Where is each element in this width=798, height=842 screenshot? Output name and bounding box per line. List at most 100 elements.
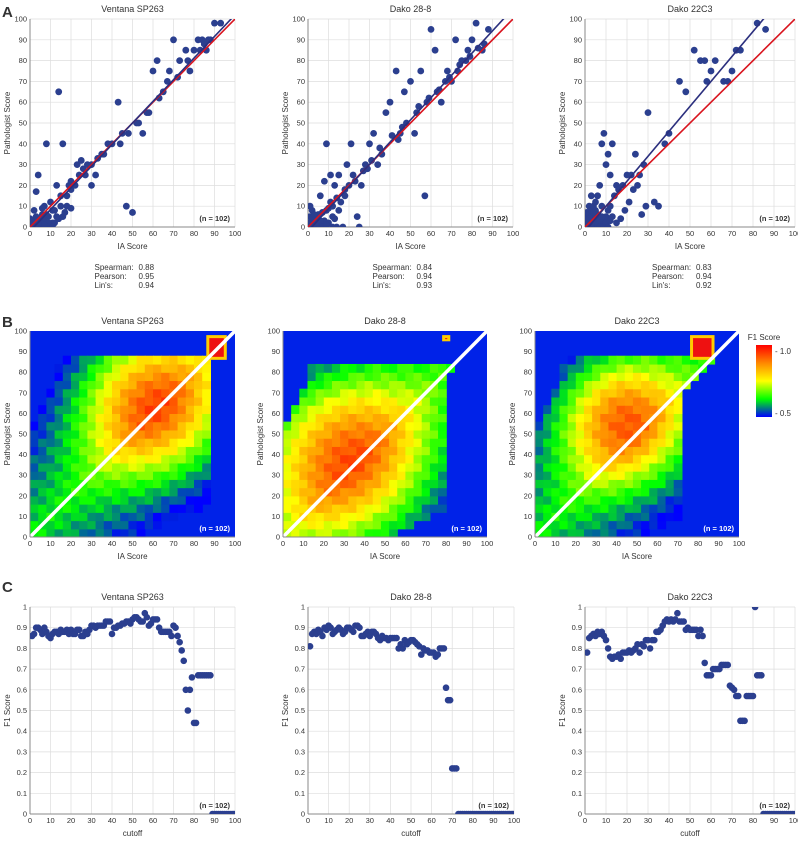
heatmap-cell [405,363,415,373]
data-point [368,157,375,164]
heatmap-cell [364,413,374,423]
y-tick-label: 90 [272,347,280,356]
y-axis-label: F1 Score [3,694,12,727]
heatmap-cell [62,380,72,390]
heatmap-cell [144,512,154,522]
heatmap-cell [356,528,366,537]
heatmap-cell [665,380,675,390]
panel-letter-b: B [2,314,13,331]
heatmap-cell [389,462,398,472]
heatmap-cell [600,438,610,447]
y-tick-label: 0.7 [572,665,582,674]
heatmap-cell [103,512,113,522]
heatmap-cell [583,413,593,423]
x-tick-label: 70 [169,539,177,548]
heatmap-cell [624,454,634,464]
data-point [116,140,124,148]
heatmap-cell [372,528,382,537]
data-point [355,223,363,227]
data-point [202,46,210,54]
heatmap-cell [112,380,121,390]
heatmap-cell [438,413,447,423]
heatmap-cell [95,471,105,480]
heatmap-cell [169,512,179,522]
x-tick-label: 80 [749,816,757,825]
heatmap-cell [372,429,382,439]
heatmap-cell [665,413,675,423]
data-point [366,140,373,148]
heatmap-cell [372,454,382,464]
heatmap-cell [421,454,431,464]
heatmap-cell [291,504,300,513]
heatmap-cell [567,520,577,530]
heatmap-cell [87,405,97,414]
heatmap-cell [315,405,325,414]
heatmap-cell [583,380,593,390]
heatmap-cell [438,487,447,497]
heatmap-cell [632,355,642,365]
y-axis-label: Pathologist Score [256,402,265,465]
heatmap-cell [169,355,179,365]
y-tick-label: 100 [569,15,582,24]
x-tick-label: 50 [633,539,641,548]
heatmap-cell [87,479,97,489]
heatmap-cell [144,504,154,513]
heatmap-cell [608,421,618,431]
heatmap-cell [535,438,544,447]
heatmap-cell [429,454,439,464]
heatmap-cell [185,495,195,505]
heatmap-cell [535,495,544,505]
x-tick-label: 0 [583,229,587,238]
heatmap-cell [632,380,642,390]
heatmap-cell [372,372,382,382]
heatmap-cell [551,462,561,472]
heatmap-cell [120,380,129,390]
data-point [143,614,151,621]
heatmap-cell [79,520,88,530]
heatmap-cell [87,487,97,497]
y-tick-label: 0.8 [572,644,582,653]
stat-value: 0.92 [696,281,712,290]
heatmap-cell [649,363,658,373]
heatmap-cell [421,512,431,522]
stat-value: 0.84 [417,263,433,272]
heatmap-cell [54,446,64,456]
heatmap-cell [38,438,47,447]
data-point [308,202,314,210]
data-point [587,192,595,200]
data-point [434,651,442,658]
heatmap-cell [153,487,162,497]
heatmap-cell [202,495,211,505]
heatmap-cell [161,487,170,497]
data-marks [30,19,235,227]
x-axis-label: cutoff [680,829,700,838]
heatmap-cell [71,454,80,464]
heatmap-cell [299,528,309,537]
heatmap-cell [161,479,170,489]
heatmap-cell [323,520,333,530]
heatmap-cell [307,446,317,456]
heatmap-cell [372,405,382,414]
heatmap-cell [38,495,47,505]
data-point [374,161,382,169]
y-tick-label: 70 [19,388,27,397]
y-tick-label: 80 [297,56,305,65]
heatmap-cell [608,495,618,505]
heatmap-cell [87,429,97,439]
heatmap-cell [405,462,415,472]
x-tick-label: 60 [653,539,661,548]
heatmap-cell [698,355,707,365]
y-tick-label: 0.4 [17,727,27,736]
heatmap-cell [364,528,374,537]
heatmap-cell [112,495,121,505]
heatmap-cell [649,512,658,522]
chart-title: Dako 22C3 [667,592,712,602]
heatmap-cell [665,479,675,489]
heatmap-cell [128,446,138,456]
heatmap-cell [356,462,366,472]
heatmap-cell [95,512,105,522]
heatmap-cell [38,446,47,456]
heatmap-cell [421,471,431,480]
heatmap-cell [112,421,121,431]
data-point [316,192,324,200]
